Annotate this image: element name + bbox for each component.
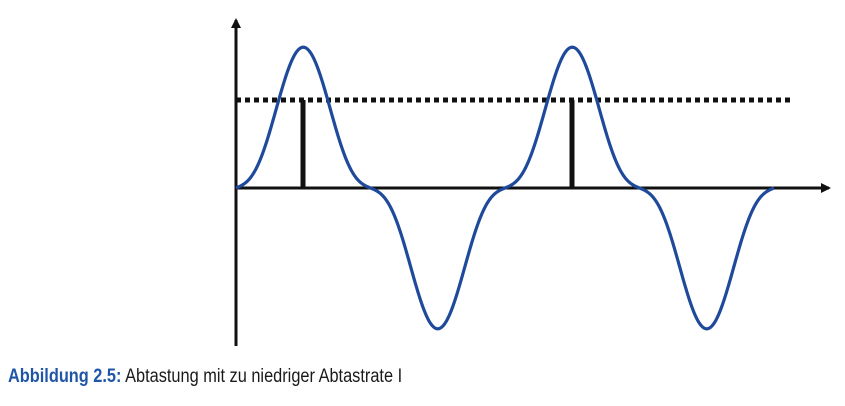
figure-caption: Abbildung 2.5: Abtastung mit zu niedrige… — [8, 366, 402, 388]
signal-waveform — [235, 45, 775, 331]
sampling-diagram — [231, 18, 831, 346]
caption-label: Abbildung 2.5: — [8, 366, 122, 387]
caption-text: Abtastung mit zu niedriger Abtastrate I — [121, 366, 403, 387]
